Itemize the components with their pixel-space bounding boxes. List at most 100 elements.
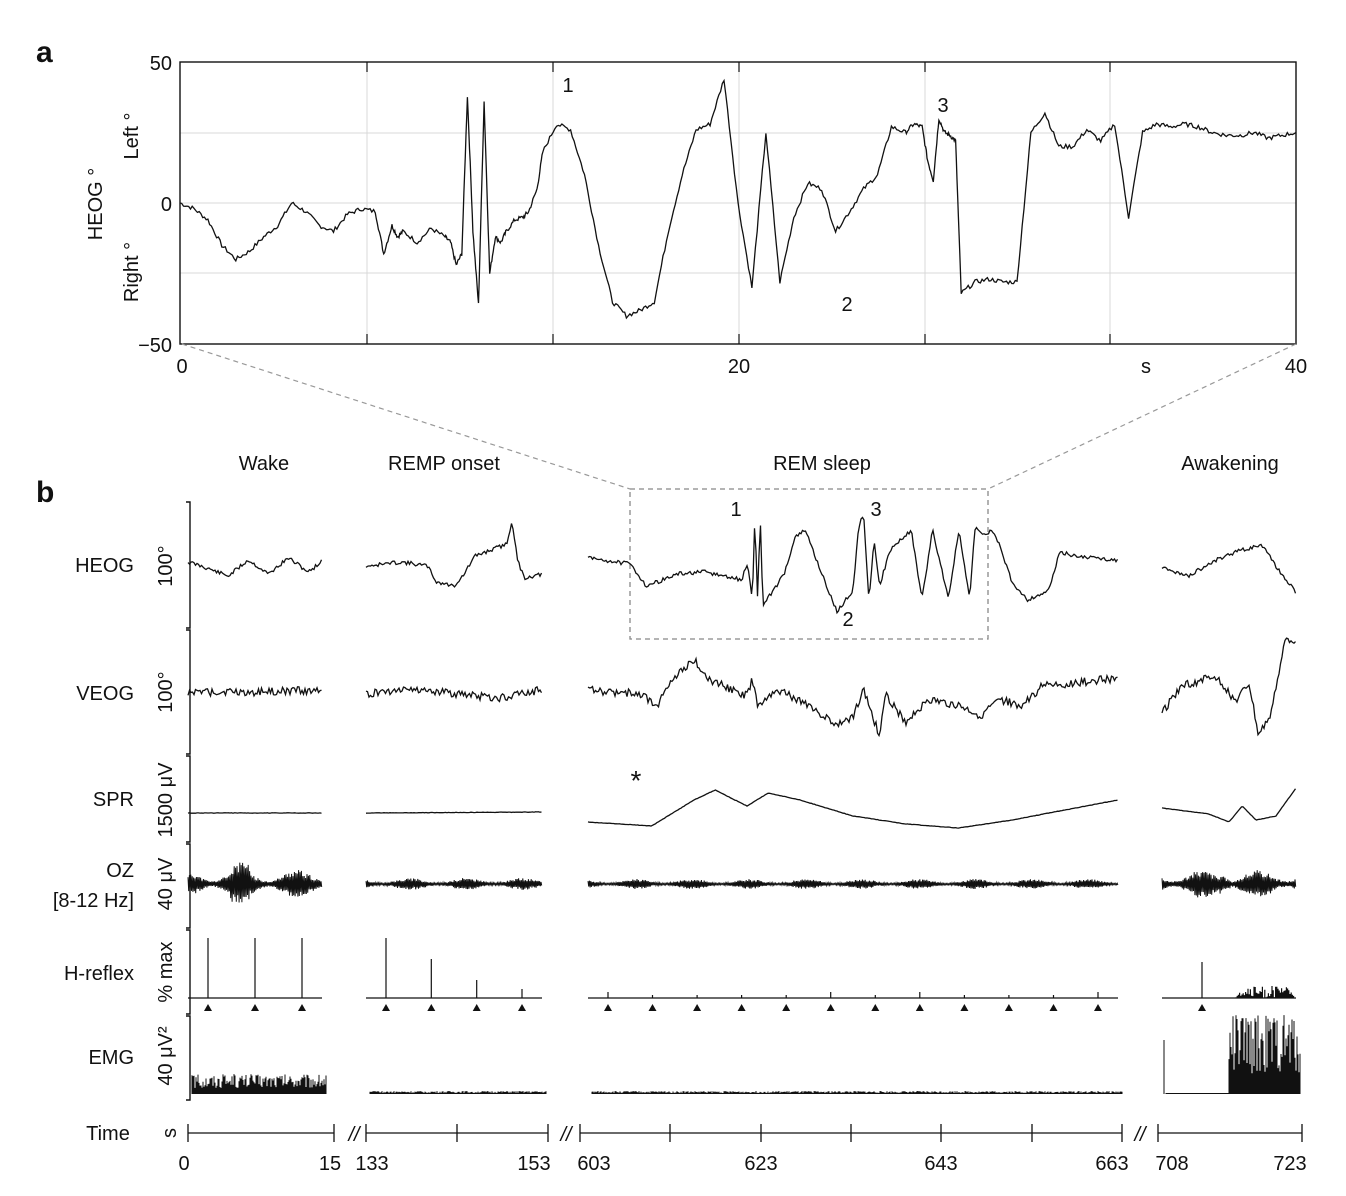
veog-trace-rem <box>587 656 1118 738</box>
scale-label-hreflex: % max <box>155 941 177 1002</box>
panel-b-traces <box>187 516 1301 1094</box>
panel-a-ticks <box>366 62 1111 344</box>
heog-trace-wake <box>187 557 323 578</box>
hreflex-stimulus-marker <box>604 1004 612 1011</box>
panel-a-annot-3: 3 <box>937 95 948 117</box>
hreflex-trace-remp <box>366 938 542 999</box>
time-tick-643: 643 <box>924 1153 957 1175</box>
panel-a-xunit: s <box>1141 356 1151 378</box>
hreflex-stimulus-marker <box>427 1004 436 1011</box>
emg-trace-awk <box>1163 1015 1301 1094</box>
hreflex-stimulus-marker <box>648 1004 657 1011</box>
panel-a-heog-trace <box>179 78 1297 320</box>
inset-annot-1: 1 <box>730 499 741 521</box>
panel-a-letter: a <box>36 36 53 69</box>
segment-title-awakening: Awakening <box>1181 453 1278 475</box>
heog-trace-awk <box>1161 543 1297 594</box>
panel-a-xtick-40: 40 <box>1285 356 1307 378</box>
scale-label-veog: 100° <box>155 671 177 712</box>
emg-trace-remp <box>369 1091 547 1094</box>
time-tick-723: 723 <box>1273 1153 1306 1175</box>
hreflex-stimulus-marker <box>298 1004 306 1011</box>
spr-trace-rem <box>587 789 1118 829</box>
hreflex-stimulus-marker <box>915 1004 924 1011</box>
panel-a-ylabel-left: Left ° <box>121 113 143 160</box>
hreflex-stimulus-marker <box>204 1004 212 1011</box>
time-tick-153: 153 <box>517 1153 550 1175</box>
row-label-emg: EMG <box>88 1047 134 1069</box>
hreflex-stimulus-marker <box>693 1004 702 1011</box>
hreflex-trace-wake <box>188 938 322 999</box>
hreflex-stimulus-marker <box>251 1004 259 1011</box>
segment-title-wake: Wake <box>239 453 289 475</box>
panel-a-xtick-20: 20 <box>728 356 750 378</box>
hreflex-trace-rem <box>588 992 1118 999</box>
inset-annot-3: 3 <box>870 499 881 521</box>
heog-trace-rem <box>587 516 1119 615</box>
time-tick-623: 623 <box>744 1153 777 1175</box>
hreflex-trace-awk <box>1162 962 1296 999</box>
panel-a-annot-1: 1 <box>562 75 573 97</box>
hreflex-stimulus-marker <box>1049 1004 1058 1011</box>
time-tick-0: 0 <box>178 1153 189 1175</box>
panel-a-ytick-neg50: −50 <box>138 335 172 357</box>
segment-title-rem: REM sleep <box>773 453 871 475</box>
axis-break-2: // <box>558 1124 574 1146</box>
scale-label-emg: 40 μV² <box>155 1026 177 1086</box>
emg-trace-wake <box>191 1074 327 1094</box>
hreflex-stimulus-marker <box>1004 1004 1013 1011</box>
panel-b-letter: b <box>36 476 54 509</box>
panel-a-annot-2: 2 <box>841 294 852 316</box>
hreflex-stimulus-marker <box>782 1004 791 1011</box>
time-tick-663: 663 <box>1095 1153 1128 1175</box>
time-tick-15: 15 <box>319 1153 341 1175</box>
panel-a-xtick-0: 0 <box>176 356 187 378</box>
panel-a-ylabel-right: Right ° <box>121 242 143 302</box>
panel-a-ytick-50: 50 <box>150 53 172 75</box>
hreflex-stimulus-marker <box>960 1004 969 1011</box>
panel-a-grid <box>180 62 1296 344</box>
time-axis-label: Time <box>86 1123 130 1145</box>
hreflex-stimulus-marker <box>1094 1004 1102 1011</box>
emg-trace-rem <box>591 1091 1123 1094</box>
hreflex-markers <box>204 1004 1206 1011</box>
row-label-heog: HEOG <box>75 555 134 577</box>
spr-trace-awk <box>1161 788 1297 823</box>
heog-trace-remp <box>365 523 543 588</box>
time-axis-lines <box>187 1124 1303 1142</box>
rem-zoom-box <box>629 488 989 640</box>
segment-title-remp: REMP onset <box>388 453 500 475</box>
hreflex-stimulus-marker <box>826 1004 835 1011</box>
scale-label-oz: 40 μV <box>155 857 177 910</box>
time-tick-133: 133 <box>355 1153 388 1175</box>
spr-trace-remp <box>365 811 542 814</box>
spr-star-marker: * <box>631 765 642 796</box>
axis-break-3: // <box>1132 1124 1148 1146</box>
row-label-oz-band: [8-12 Hz] <box>53 890 134 912</box>
scale-label-spr: 1500 μV <box>155 762 177 838</box>
oz-trace-rem <box>587 879 1119 889</box>
panel-a-ytick-0: 0 <box>161 194 172 216</box>
scale-bars <box>186 501 191 1101</box>
zoom-connectors <box>181 343 1297 490</box>
veog-trace-wake <box>187 685 322 698</box>
panel-a-ylabel: HEOG ° <box>85 168 107 240</box>
inset-annot-2: 2 <box>842 609 853 631</box>
hreflex-stimulus-marker <box>871 1004 880 1011</box>
row-label-hreflex: H-reflex <box>64 963 134 985</box>
time-axis-unit: s <box>159 1128 181 1138</box>
veog-trace-awk <box>1161 637 1296 737</box>
veog-trace-remp <box>365 685 543 703</box>
hreflex-stimulus-marker <box>382 1004 390 1011</box>
hreflex-stimulus-marker <box>737 1004 746 1011</box>
row-label-spr: SPR <box>93 789 134 811</box>
time-tick-603: 603 <box>577 1153 610 1175</box>
oz-trace-remp <box>365 878 543 890</box>
axis-break-1: // <box>346 1124 362 1146</box>
oz-trace-wake <box>187 862 323 903</box>
hreflex-stimulus-marker <box>472 1004 481 1011</box>
panel-a-plot <box>179 61 1297 345</box>
row-label-veog: VEOG <box>76 683 134 705</box>
hreflex-stimulus-marker <box>518 1004 526 1011</box>
